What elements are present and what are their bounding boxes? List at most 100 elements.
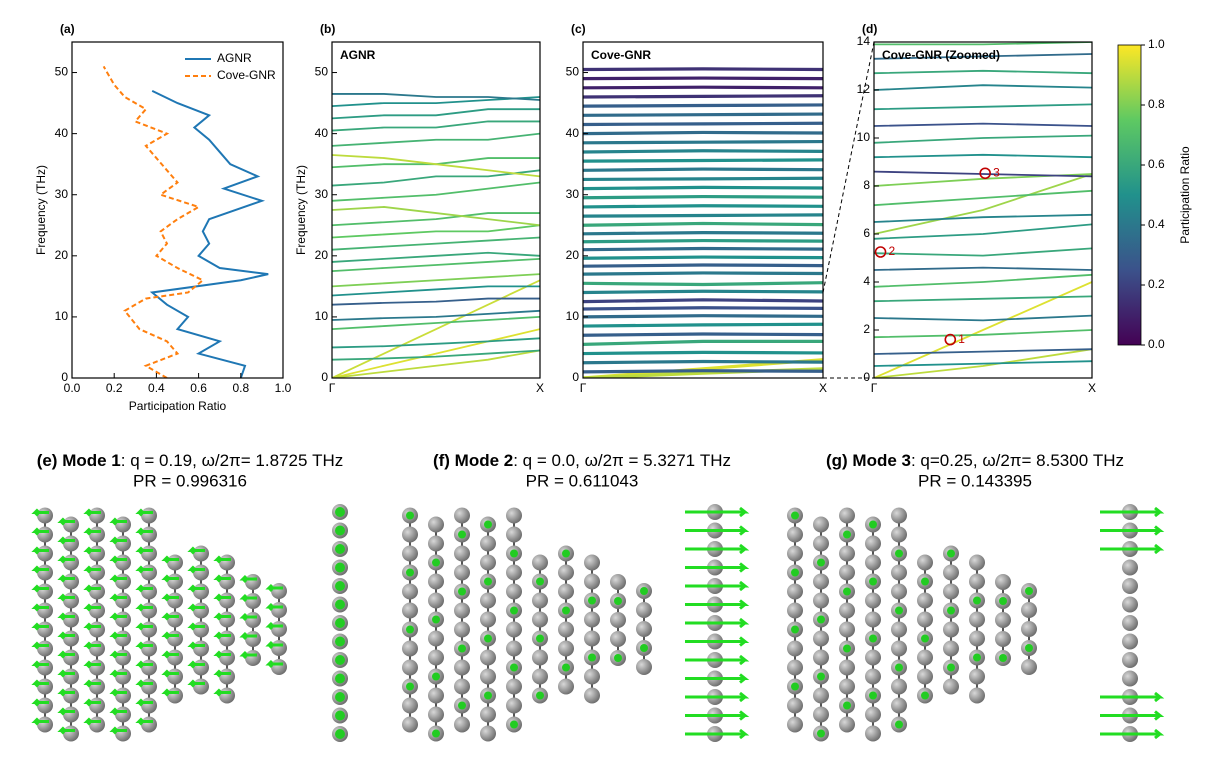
band [583, 283, 823, 285]
y-tick-label: 10 [857, 130, 871, 144]
displacement-dot [921, 578, 929, 586]
mode-pr: PR = 0.611043 [526, 471, 639, 490]
x-tick-label: 0.2 [106, 381, 123, 395]
y-tick-label: 8 [863, 178, 870, 192]
atom [917, 593, 933, 609]
atom [37, 660, 53, 676]
displacement-dot [973, 654, 981, 662]
mode-pr: PR = 0.996316 [133, 471, 247, 490]
atom [969, 669, 985, 685]
displacement-dot [614, 597, 622, 605]
atom [584, 669, 600, 685]
mode-pr: PR = 0.143395 [918, 471, 1032, 490]
y-tick-label: 50 [315, 65, 329, 79]
band [332, 351, 540, 360]
atom [532, 669, 548, 685]
displacement-dot [406, 683, 414, 691]
band [583, 273, 823, 274]
atom [402, 546, 418, 562]
atom [584, 688, 600, 704]
atom [969, 688, 985, 704]
displacement-dot [791, 512, 799, 520]
legend-label: AGNR [217, 51, 252, 65]
atom [219, 593, 235, 609]
band [583, 123, 823, 124]
displacement-dot [335, 563, 345, 573]
atom [428, 574, 444, 590]
band [874, 349, 1092, 354]
atom [506, 679, 522, 695]
atom [89, 603, 105, 619]
atom [89, 698, 105, 714]
atom [787, 546, 803, 562]
band [583, 114, 823, 115]
atom [167, 555, 183, 571]
atom [141, 584, 157, 600]
atom [428, 707, 444, 723]
band [874, 85, 1092, 90]
displacement-dot [335, 544, 345, 554]
atom [115, 612, 131, 628]
atom [558, 622, 574, 638]
band [332, 207, 540, 225]
mode-title: (e) Mode 1: q = 0.19, ω/2π= 1.8725 THz [37, 451, 344, 470]
atom [271, 583, 287, 599]
band [874, 155, 1092, 157]
atom [558, 641, 574, 657]
atom [115, 631, 131, 647]
mode-name: Mode 3 [852, 451, 911, 470]
atom [89, 508, 105, 524]
band [332, 299, 540, 305]
atom [995, 574, 1011, 590]
panel-label: (b) [320, 22, 335, 36]
band [874, 275, 1092, 287]
panel-title: Cove-GNR (Zoomed) [882, 48, 1000, 62]
atom [1021, 602, 1037, 618]
band [332, 109, 540, 118]
mode-panel: (e) Mode 1: q = 0.19, ω/2π= 1.8725 THzPR… [35, 451, 348, 742]
atom [917, 650, 933, 666]
atom [141, 565, 157, 581]
mode-params: : q = 0.0, ω/2π = 5.3271 THz [513, 451, 731, 470]
atom [37, 546, 53, 562]
atom [891, 527, 907, 543]
atom [891, 565, 907, 581]
atom [193, 546, 209, 562]
band [583, 257, 823, 258]
line [152, 91, 268, 378]
atom [813, 536, 829, 552]
atom [219, 612, 235, 628]
plot-area [332, 94, 540, 378]
band [332, 213, 540, 225]
atom [402, 698, 418, 714]
displacement-dot [999, 597, 1007, 605]
displacement-dot [791, 683, 799, 691]
atom [141, 527, 157, 543]
displacement-dot [536, 635, 544, 643]
displacement-dot [458, 588, 466, 596]
displacement-dot [895, 550, 903, 558]
atom [271, 602, 287, 618]
y-axis-label: Frequency (THz) [294, 165, 308, 255]
atom [943, 641, 959, 657]
atom [917, 555, 933, 571]
atom [37, 565, 53, 581]
displacement-dot [817, 673, 825, 681]
y-tick-label: 40 [566, 126, 580, 140]
band [874, 136, 1092, 143]
band [583, 132, 823, 133]
displacement-dot [432, 616, 440, 624]
displacement-dot [588, 654, 596, 662]
displacement-dot [999, 654, 1007, 662]
atom [454, 546, 470, 562]
atom [193, 603, 209, 619]
atom [506, 565, 522, 581]
atom [141, 679, 157, 695]
atom [141, 641, 157, 657]
y-tick-label: 30 [566, 187, 580, 201]
displacement-dot [895, 664, 903, 672]
band [874, 296, 1092, 301]
atom [89, 527, 105, 543]
band [583, 197, 823, 198]
x-tick-label: 1.0 [275, 381, 292, 395]
